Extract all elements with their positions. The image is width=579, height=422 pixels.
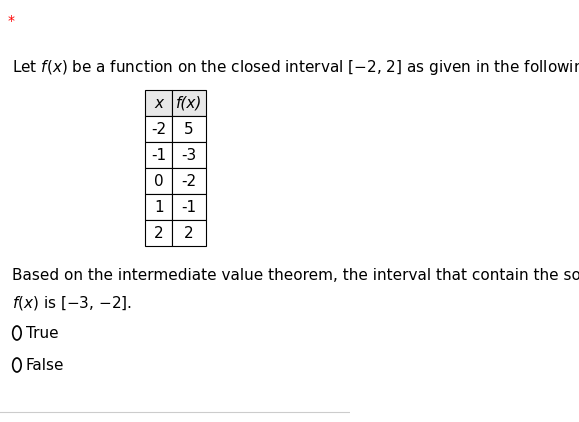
Text: x: x	[154, 95, 163, 111]
Bar	[145, 116, 173, 142]
Bar	[173, 142, 206, 168]
Bar	[145, 90, 173, 116]
Bar	[173, 194, 206, 220]
Text: 0: 0	[154, 173, 163, 189]
Text: 2: 2	[184, 225, 194, 241]
Bar	[173, 168, 206, 194]
Text: Based on the intermediate value theorem, the interval that contain the solution : Based on the intermediate value theorem,…	[12, 268, 579, 283]
Text: $f(x)$ is [−3, −2].: $f(x)$ is [−3, −2].	[12, 294, 132, 312]
Bar	[145, 220, 173, 246]
Text: -3: -3	[181, 148, 196, 162]
Bar	[173, 116, 206, 142]
Text: -1: -1	[181, 200, 196, 214]
Bar	[145, 194, 173, 220]
Bar	[173, 90, 206, 116]
Circle shape	[13, 326, 21, 340]
Text: *: *	[8, 14, 14, 28]
Bar	[173, 220, 206, 246]
Text: -2: -2	[151, 122, 166, 136]
Text: True: True	[26, 325, 58, 341]
Text: -1: -1	[151, 148, 166, 162]
Bar	[145, 142, 173, 168]
Text: -2: -2	[181, 173, 196, 189]
Circle shape	[13, 358, 21, 372]
Text: Let $f(x)$ be a function on the closed interval [−2, 2] as given in the followin: Let $f(x)$ be a function on the closed i…	[12, 58, 579, 77]
Text: False: False	[26, 357, 64, 373]
Bar	[145, 168, 173, 194]
Text: 1: 1	[154, 200, 163, 214]
Text: f(x): f(x)	[175, 95, 202, 111]
Text: 2: 2	[154, 225, 163, 241]
Text: 5: 5	[184, 122, 194, 136]
